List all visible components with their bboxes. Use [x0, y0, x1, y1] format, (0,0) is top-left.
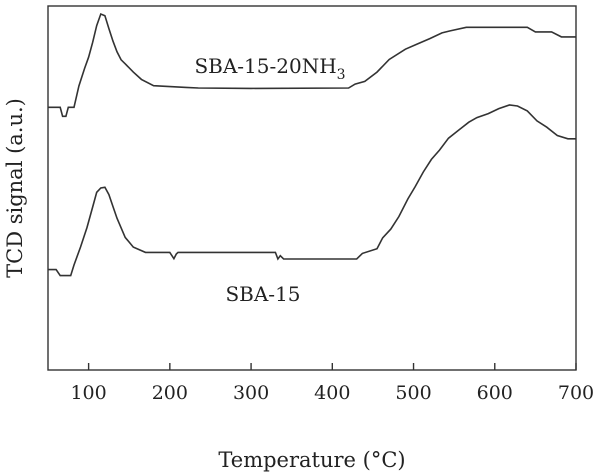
data-traces	[48, 12, 576, 277]
series-label-main: SBA-15	[225, 282, 300, 306]
series-line-sba-15	[48, 104, 576, 277]
x-axis-label: Temperature (°C)	[218, 448, 405, 472]
series-labels: SBA-15-20NH3 SBA-15	[194, 54, 345, 306]
x-tick-label: 100	[70, 382, 106, 404]
x-tick-label: 500	[395, 382, 431, 404]
x-tick-label: 700	[558, 382, 594, 404]
x-tick-label: 200	[152, 382, 188, 404]
x-tick-label: 600	[477, 382, 513, 404]
x-axis-ticks: 100 200 300 400 500 600 700	[70, 363, 594, 404]
plot-frame	[47, 5, 577, 371]
series-label-subscript: 3	[337, 67, 346, 83]
series-label-sba-15: SBA-15	[225, 282, 300, 306]
series-label-main: SBA-15-20NH	[194, 54, 336, 78]
y-axis-label: TCD signal (a.u.)	[3, 98, 27, 278]
series-line-sba-15-20nh3	[48, 12, 576, 118]
x-tick-label: 400	[314, 382, 350, 404]
x-tick-label: 300	[233, 382, 269, 404]
series-label-sba-15-20nh3: SBA-15-20NH3	[194, 54, 345, 83]
